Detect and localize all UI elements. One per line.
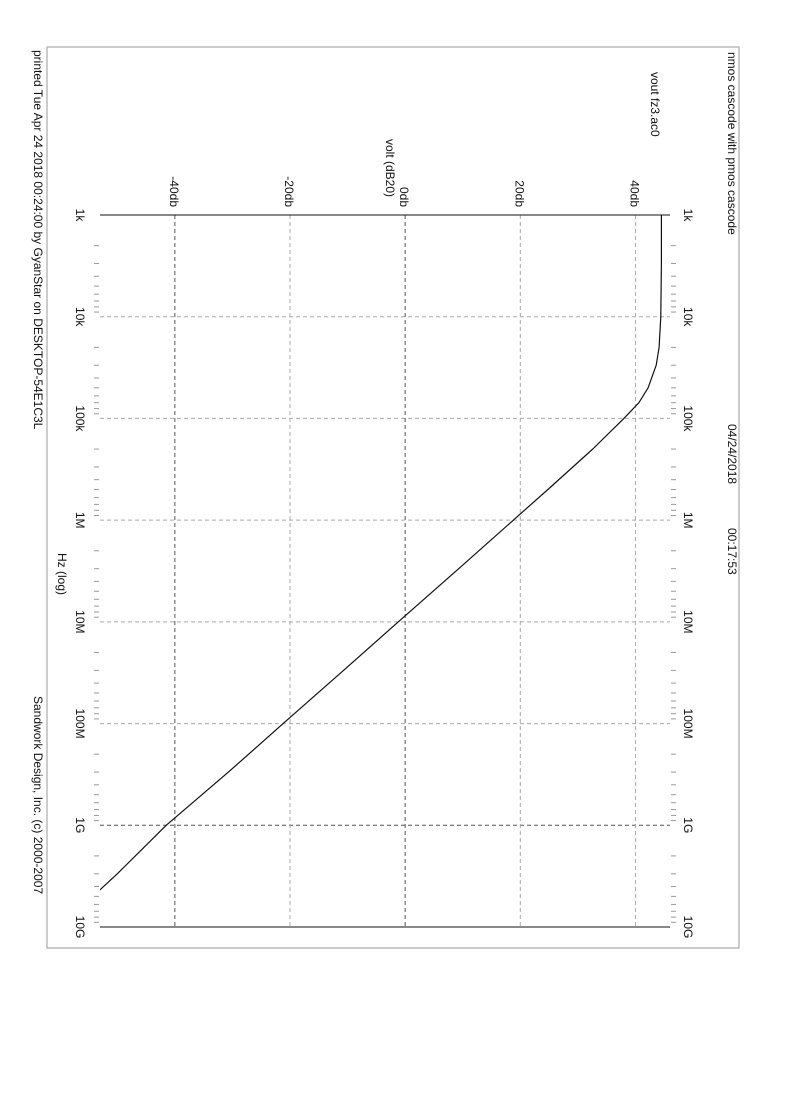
x-tick-label-left: 1k: [73, 209, 87, 223]
x-tick-label-left: 100k: [73, 405, 87, 432]
x-tick-label-right: 1M: [681, 512, 695, 529]
series-line: [100, 215, 663, 891]
y-tick-label: 40db: [627, 180, 641, 207]
y-tick-label: 20db: [512, 180, 526, 207]
y-tick-label: 0db: [397, 187, 411, 207]
chart-header-title: nmos cascode with pmos cascode: [725, 52, 739, 235]
x-tick-label-right: 100k: [681, 405, 695, 432]
x-tick-label-left: 1M: [73, 512, 87, 529]
y-tick-label: -20db: [282, 176, 296, 207]
chart-header-date: 04/24/2018: [725, 424, 739, 484]
x-tick-label-right: 1G: [681, 817, 695, 833]
x-tick-label-right: 10k: [681, 307, 695, 327]
x-tick-label-right: 10M: [681, 610, 695, 633]
x-tick-label-right: 100M: [681, 709, 695, 739]
y-tick-label: -40db: [167, 176, 181, 207]
x-tick-label-left: 10G: [73, 916, 87, 939]
x-tick-label-left: 10M: [73, 610, 87, 633]
chart-header-time: 00:17:53: [725, 528, 739, 575]
footer-printed: printed Tue Apr 24 2018 00:24:00 by Gyan…: [31, 50, 45, 430]
chart-title: vout fz3.ac0: [648, 72, 662, 137]
x-tick-label-left: 100M: [73, 709, 87, 739]
x-tick-label-left: 1G: [73, 817, 87, 833]
x-tick-label-left: 10k: [73, 307, 87, 327]
x-tick-label-right: 1k: [681, 209, 695, 223]
page-border: [46, 46, 740, 949]
footer-copyright: Sandwork Design, Inc. (c) 2000-2007: [31, 696, 45, 894]
x-axis-label: Hz (log): [55, 553, 69, 595]
x-tick-label-right: 10G: [681, 916, 695, 939]
y-axis-label: volt (dB20): [383, 139, 397, 197]
